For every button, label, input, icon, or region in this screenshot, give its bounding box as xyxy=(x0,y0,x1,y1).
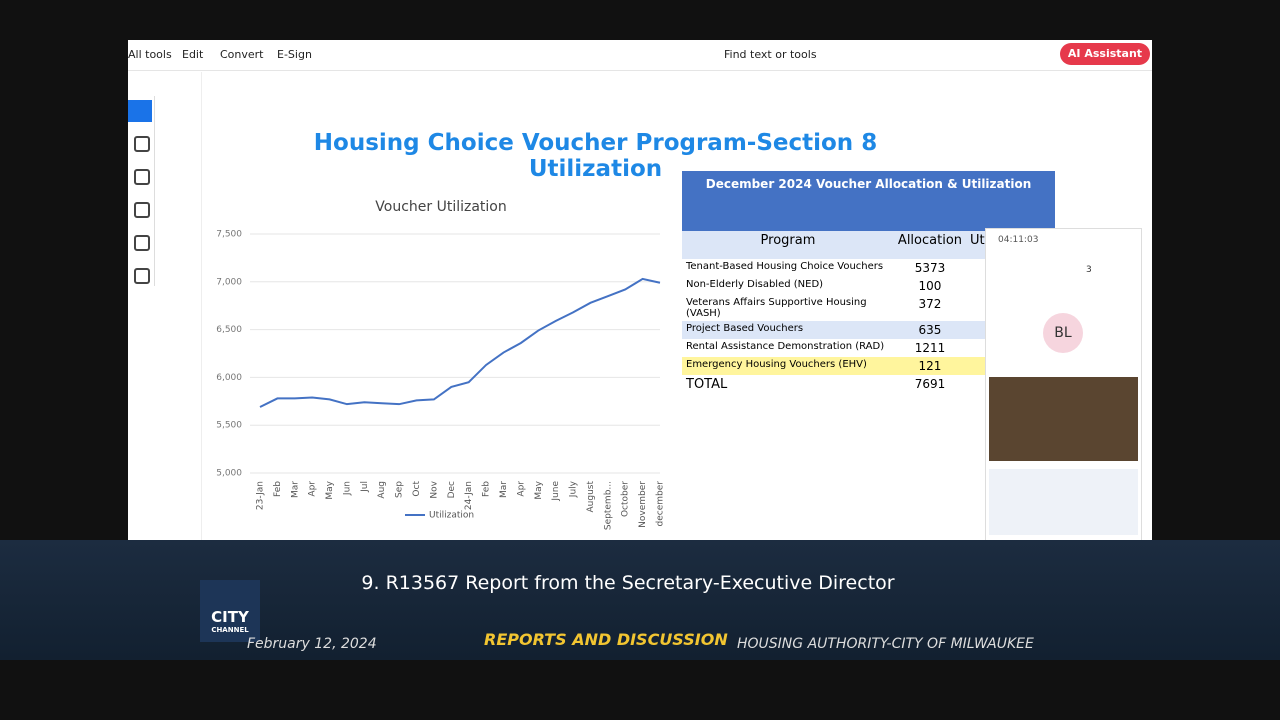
tool[interactable] xyxy=(134,169,150,185)
x-tick-label: June xyxy=(551,481,561,502)
menu-item[interactable]: All tools xyxy=(128,48,172,61)
cell-program: Rental Assistance Demonstration (RAD) xyxy=(686,341,885,352)
agenda-item: 9. R13567 Report from the Secretary-Exec… xyxy=(361,572,895,594)
x-tick-label: Sep xyxy=(395,481,405,498)
column-header: Allocation xyxy=(893,231,967,259)
cell-number: 7691 xyxy=(914,377,946,391)
tool[interactable] xyxy=(134,202,150,218)
cell-number: 372 xyxy=(918,297,942,311)
chart-title: Voucher Utilization xyxy=(375,199,506,215)
slide-title: Housing Choice Voucher Program-Section 8… xyxy=(313,130,878,182)
logo: CITY CHANNEL xyxy=(200,580,260,642)
x-tick-label: Septemb... xyxy=(603,481,613,530)
tool-rail xyxy=(128,96,155,286)
y-tick-label: 5,000 xyxy=(216,469,242,479)
cell-number: 100 xyxy=(918,279,942,293)
cell-program: Tenant-Based Housing Choice Vouchers xyxy=(686,261,884,272)
timer: 04:11:03 xyxy=(998,235,1039,245)
x-tick-label: August xyxy=(586,481,596,513)
y-tick-label: 5,500 xyxy=(216,421,242,431)
tool[interactable] xyxy=(134,136,150,152)
call-panel: 04:11:03 3 BL xyxy=(985,228,1142,542)
x-tick-label: Apr xyxy=(308,481,318,497)
cell-number: 5373 xyxy=(914,261,946,275)
logo-text: CITY xyxy=(211,608,249,626)
x-tick-label: Mar xyxy=(499,481,509,498)
menu-item[interactable]: Edit xyxy=(182,48,204,61)
x-tick-label: Feb xyxy=(482,481,492,497)
y-tick-label: 7,000 xyxy=(216,277,242,287)
menu-item[interactable]: Convert xyxy=(220,48,264,61)
organization: HOUSING AUTHORITY-CITY OF MILWAUKEE xyxy=(737,636,1034,652)
x-tick-label: Mar xyxy=(290,481,300,498)
participants: 3 xyxy=(1086,265,1092,275)
x-tick-label: July xyxy=(569,480,579,498)
chart: Voucher Utilization 5,000 5,500 6,000 6,500… xyxy=(216,199,666,530)
x-tick-label: december xyxy=(656,481,666,527)
section: REPORTS AND DISCUSSION xyxy=(484,630,728,649)
x-tick-label: Jun xyxy=(342,481,352,496)
x-tick-label: Feb xyxy=(273,481,283,497)
cell-number: 1211 xyxy=(914,341,946,355)
page xyxy=(201,72,1112,540)
select-tool[interactable] xyxy=(128,100,152,122)
x-tick-label: Apr xyxy=(516,481,526,497)
line xyxy=(259,277,661,408)
x-tick-label: Aug xyxy=(377,481,387,499)
date: February 12, 2024 xyxy=(247,636,377,652)
cell-program: Project Based Vouchers xyxy=(686,323,804,334)
x-tick-label: Jul xyxy=(360,481,370,493)
x-tick-label: 24-Jan xyxy=(464,481,474,510)
y-tick-label: 6,500 xyxy=(216,325,242,335)
x-tick-label: October xyxy=(621,481,631,517)
toolbar: All tools Edit Convert E-Sign Find text … xyxy=(128,40,1152,71)
video-tile xyxy=(989,377,1138,461)
x-tick-label: Nov xyxy=(429,480,439,498)
y-tick-label: 7,500 xyxy=(216,230,242,240)
cell-program: Emergency Housing Vouchers (EHV) xyxy=(686,359,867,370)
search[interactable]: Find text or tools xyxy=(724,48,817,61)
cell-program: Veterans Affairs Supportive Housing (VAS… xyxy=(686,297,867,319)
broadcast-banner: 9. R13567 Report from the Secretary-Exec… xyxy=(0,540,1280,660)
tool[interactable] xyxy=(134,235,150,251)
legend-label: Utilization xyxy=(429,511,474,521)
cell-number: 635 xyxy=(918,323,942,337)
screen-preview xyxy=(989,469,1138,535)
x-tick-label: November xyxy=(638,481,648,528)
y-tick-label: 6,000 xyxy=(216,373,242,383)
x-tick-label: 23-Jan xyxy=(256,481,266,510)
menu-item[interactable]: E-Sign xyxy=(277,48,312,61)
x-tick-label: May xyxy=(534,480,544,499)
logo-subtext: CHANNEL xyxy=(211,626,249,634)
cell-program: Non-Elderly Disabled (NED) xyxy=(686,279,824,290)
cell-program: TOTAL xyxy=(686,377,728,392)
cell-number: 121 xyxy=(918,359,942,373)
x-tick-label: Oct xyxy=(412,481,422,497)
column-header: Program xyxy=(682,231,894,259)
x-tick-label: Dec xyxy=(447,481,457,498)
x-tick-label: May xyxy=(325,480,335,499)
ai-assistant[interactable]: AI Assistant xyxy=(1060,43,1150,65)
tool[interactable] xyxy=(134,268,150,284)
avatar: BL xyxy=(1043,313,1083,353)
table-title: December 2024 Voucher Allocation & Utili… xyxy=(682,171,1055,231)
